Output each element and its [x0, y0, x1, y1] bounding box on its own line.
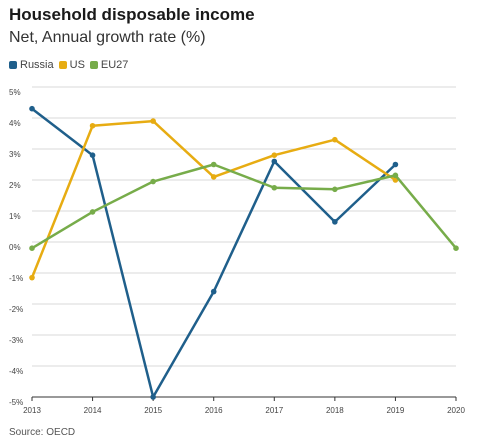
data-point-eu27: [29, 245, 35, 251]
legend-item-us[interactable]: US: [58, 59, 85, 71]
data-point-eu27: [89, 209, 96, 215]
data-point-russia: [29, 105, 35, 112]
y-tick-label: 1%: [9, 212, 21, 221]
y-tick-label: 3%: [9, 150, 21, 159]
source-note: Source: OECD: [9, 427, 76, 438]
data-point-russia: [271, 158, 278, 165]
data-point-us: [150, 118, 156, 124]
data-point-eu27: [210, 161, 217, 168]
data-point-russia: [392, 161, 399, 168]
legend-swatch-russia: [9, 61, 17, 69]
series-line-russia: [30, 107, 397, 399]
chart-title: Household disposable income: [9, 5, 255, 24]
chart-subtitle: Net, Annual growth rate (%): [9, 29, 206, 46]
x-tick-label: 2019: [387, 406, 405, 415]
data-point-us: [332, 136, 338, 143]
data-point-russia: [89, 152, 96, 158]
x-tick-label: 2016: [205, 406, 223, 415]
data-point-eu27: [332, 186, 338, 193]
series-line-us: [30, 119, 397, 279]
data-point-us: [29, 274, 35, 281]
x-tick-label: 2020: [447, 406, 465, 415]
legend: Russia US EU27: [9, 59, 133, 71]
x-tick-label: 2017: [265, 406, 283, 415]
legend-label-us: US: [69, 59, 85, 71]
data-point-eu27: [271, 184, 278, 191]
y-tick-label: -2%: [9, 305, 23, 314]
y-tick-label: 0%: [9, 243, 21, 252]
x-tick-label: 2018: [326, 406, 344, 415]
x-tick-label: 2013: [23, 406, 41, 415]
y-tick-label: -3%: [9, 336, 23, 345]
legend-label-eu27: EU27: [100, 59, 129, 71]
data-point-russia: [210, 288, 217, 295]
data-point-us: [210, 174, 217, 180]
x-tick-label: 2015: [144, 406, 162, 415]
legend-item-eu27[interactable]: EU27: [89, 59, 129, 71]
y-tick-label: 2%: [9, 181, 21, 190]
data-point-eu27: [150, 178, 156, 185]
data-point-russia: [150, 394, 156, 400]
data-point-russia: [332, 219, 338, 225]
y-tick-label: 5%: [9, 88, 21, 97]
data-point-eu27: [453, 245, 459, 251]
legend-label-russia: Russia: [20, 59, 54, 71]
legend-swatch-eu27: [89, 61, 98, 69]
data-point-eu27: [392, 172, 399, 179]
legend-item-russia[interactable]: Russia: [9, 59, 54, 71]
legend-swatch-us: [58, 61, 67, 69]
y-tick-label: -4%: [9, 367, 23, 376]
data-point-us: [89, 122, 96, 129]
y-tick-label: -5%: [9, 398, 23, 407]
data-point-us: [271, 152, 278, 158]
y-tick-label: -1%: [9, 274, 23, 283]
y-tick-label: 4%: [9, 119, 21, 128]
series-line-eu27: [30, 163, 458, 250]
x-tick-label: 2014: [84, 406, 102, 415]
